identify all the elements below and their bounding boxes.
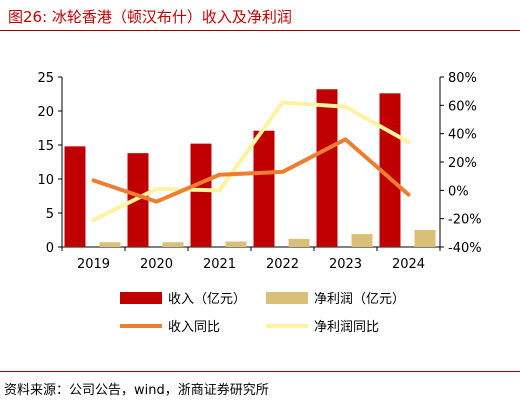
source-note: 资料来源：公司公告，wind，浙商证券研究所: [4, 383, 269, 398]
x-tick-label: 2024: [392, 257, 425, 272]
revenue-bar: [253, 130, 275, 247]
revenue-bar: [316, 89, 338, 248]
x-tick-label: 2023: [329, 257, 362, 272]
y-left-tick-label: 25: [37, 71, 54, 86]
figure-title: 图26: 冰轮香港（顿汉布什）收入及净利润: [8, 8, 292, 26]
legend-revenue-swatch: [120, 292, 162, 304]
revenue-bar: [190, 143, 212, 247]
y-right-tick-label: 80%: [448, 71, 477, 86]
revenue-bar: [64, 146, 86, 247]
legend-profit-label: 净利润（亿元）: [314, 292, 405, 307]
y-right-tick-label: 0%: [448, 184, 469, 199]
profit-bar: [162, 242, 184, 247]
x-tick-label: 2022: [266, 257, 299, 272]
revenue-profit-chart: 0 5 10 15 20 25 -40% -20% 0% 20% 40% 60% 80% 2019 2020…: [37, 71, 482, 335]
legend-profit-yoy-label: 净利润同比: [314, 320, 379, 335]
y-right-tick-label: 60%: [448, 99, 477, 114]
y-left-tick-label: 10: [37, 173, 54, 188]
y-left-tick-label: 0: [46, 241, 54, 256]
revenue-bar: [379, 93, 401, 247]
legend-revenue-yoy-label: 收入同比: [168, 320, 220, 335]
source-rule: [0, 371, 520, 372]
y-right-tick-label: 40%: [448, 128, 477, 143]
y-left-tick-label: 15: [37, 139, 54, 154]
profit-bar: [225, 241, 247, 247]
profit-bar: [288, 238, 310, 247]
title-rule: [0, 30, 520, 31]
y-right-tick-label: -40%: [448, 241, 482, 256]
revenue-yoy-line: [91, 137, 411, 204]
x-tick-label: 2019: [77, 257, 110, 272]
y-left-tick-label: 5: [46, 207, 54, 222]
x-tick-label: 2020: [140, 257, 173, 272]
profit-bar: [99, 242, 121, 247]
x-tick-label: 2021: [203, 257, 236, 272]
y-right-tick-label: -20%: [448, 213, 482, 228]
profit-yoy-line: [91, 100, 411, 223]
legend-profit-swatch: [266, 292, 308, 304]
y-left-tick-label: 20: [37, 105, 54, 120]
profit-bar: [414, 230, 436, 247]
y-right-tick-label: 20%: [448, 156, 477, 171]
legend-revenue-label: 收入（亿元）: [168, 292, 246, 307]
profit-bar: [351, 234, 373, 247]
